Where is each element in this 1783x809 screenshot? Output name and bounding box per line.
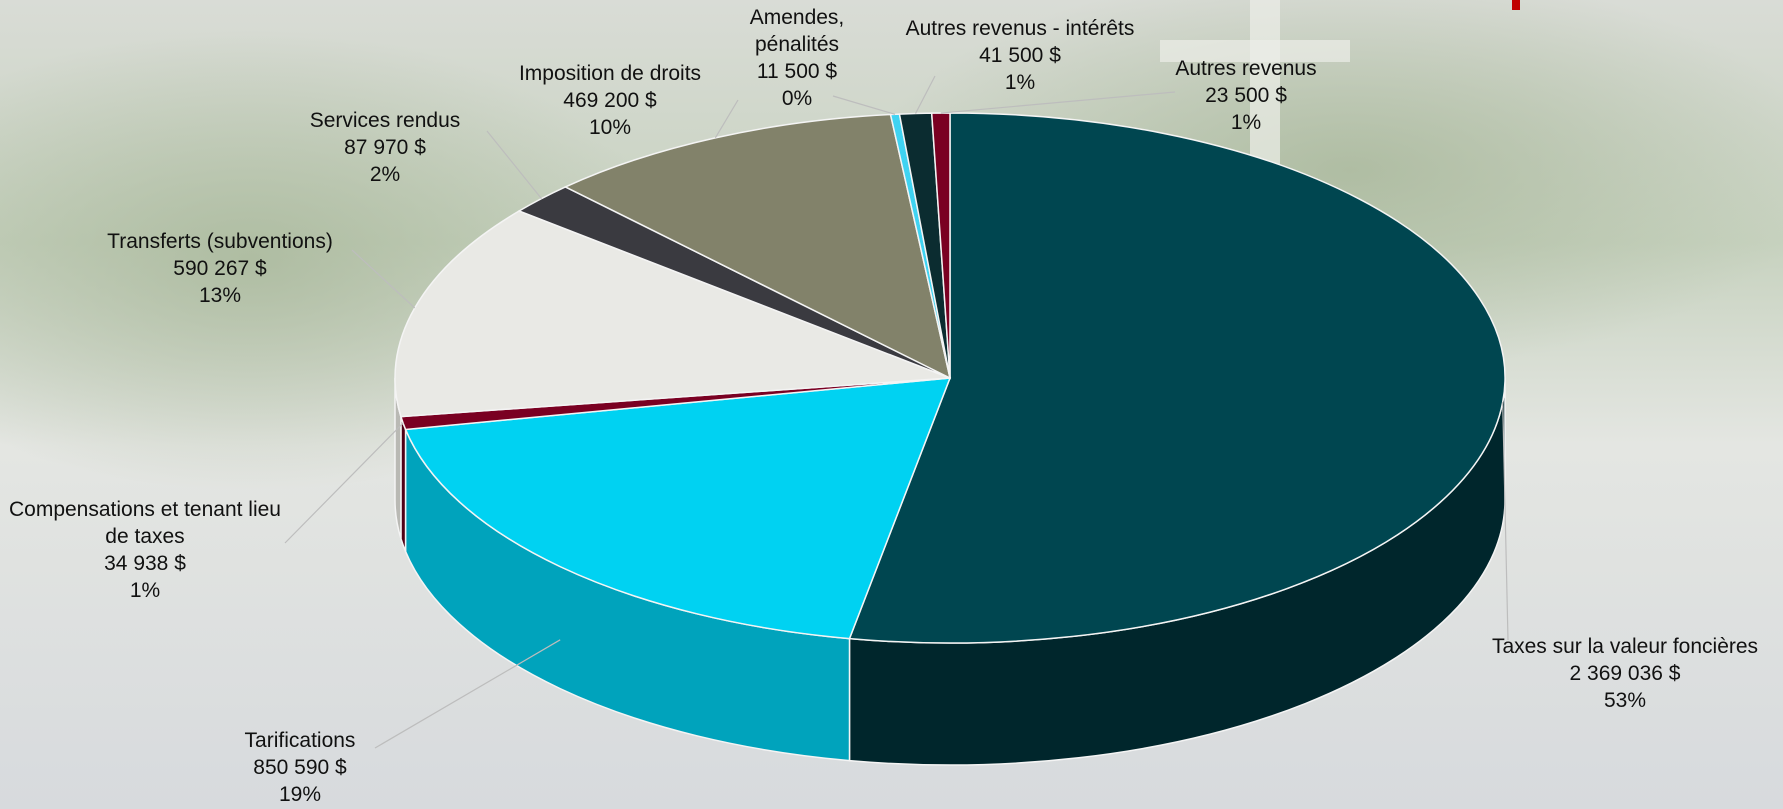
percent-label: 10%	[588, 116, 632, 139]
leader-line	[374, 639, 561, 749]
value-label: 2 369 036 $	[1569, 662, 1681, 685]
category-label: Autres revenus	[1175, 57, 1317, 80]
leader-line	[486, 130, 542, 200]
slice	[563, 113, 952, 380]
value-label: 23 500 $	[1205, 84, 1287, 107]
value-label: 41 500 $	[979, 44, 1061, 67]
data-label: Autres revenus - intérêts 41 500 $ 1%	[870, 15, 1170, 96]
category-label: Tarifications	[244, 729, 356, 752]
leader-line	[351, 249, 416, 309]
value-label: 469 200 $	[563, 89, 657, 112]
slice	[404, 377, 952, 640]
value-label: 34 938 $	[104, 552, 186, 575]
category-label: Services rendus	[309, 109, 461, 132]
leader-line	[915, 75, 936, 114]
slice	[930, 112, 951, 379]
data-label: Services rendus 87 970 $ 2%	[275, 107, 495, 188]
percent-label: 1%	[1230, 111, 1262, 134]
leader-line	[940, 91, 1176, 114]
data-label: Transferts (subventions) 590 267 $ 13%	[70, 228, 370, 309]
percent-label: 1%	[1004, 71, 1036, 94]
value-label: 850 590 $	[253, 756, 347, 779]
value-label: 87 970 $	[344, 136, 426, 159]
data-label: Imposition de droits 469 200 $ 10%	[485, 60, 735, 141]
data-label: Autres revenus 23 500 $ 1%	[1136, 55, 1356, 136]
data-label: Compensations et tenant lieu de taxes 34 …	[5, 496, 285, 604]
category-label: Autres revenus - intérêts	[905, 17, 1135, 40]
category-label: Taxes sur la valeur foncières	[1491, 635, 1759, 658]
percent-label: 19%	[278, 783, 322, 806]
slice	[394, 210, 951, 418]
percent-label: 2%	[369, 163, 401, 186]
value-label: 590 267 $	[173, 257, 267, 280]
leader-line	[284, 422, 404, 544]
category-label: Compensations et tenant lieu de taxes	[8, 498, 281, 548]
data-label: Amendes, pénalités 11 500 $ 0%	[732, 4, 862, 112]
leader-line	[714, 99, 739, 139]
value-label: 11 500 $	[756, 60, 838, 83]
percent-label: 13%	[198, 284, 242, 307]
leader-line	[1502, 402, 1509, 641]
category-label: Imposition de droits	[518, 62, 702, 85]
data-label: Taxes sur la valeur foncières 2 369 036 $…	[1460, 633, 1783, 714]
percent-label: 1%	[129, 579, 161, 602]
leader-line	[832, 95, 896, 115]
data-label: Tarifications 850 590 $ 19%	[180, 727, 420, 808]
category-label: Transferts (subventions)	[107, 230, 333, 253]
percent-label: 53%	[1603, 689, 1647, 712]
category-label: Amendes, pénalités	[749, 6, 845, 56]
percent-label: 0%	[781, 87, 813, 110]
